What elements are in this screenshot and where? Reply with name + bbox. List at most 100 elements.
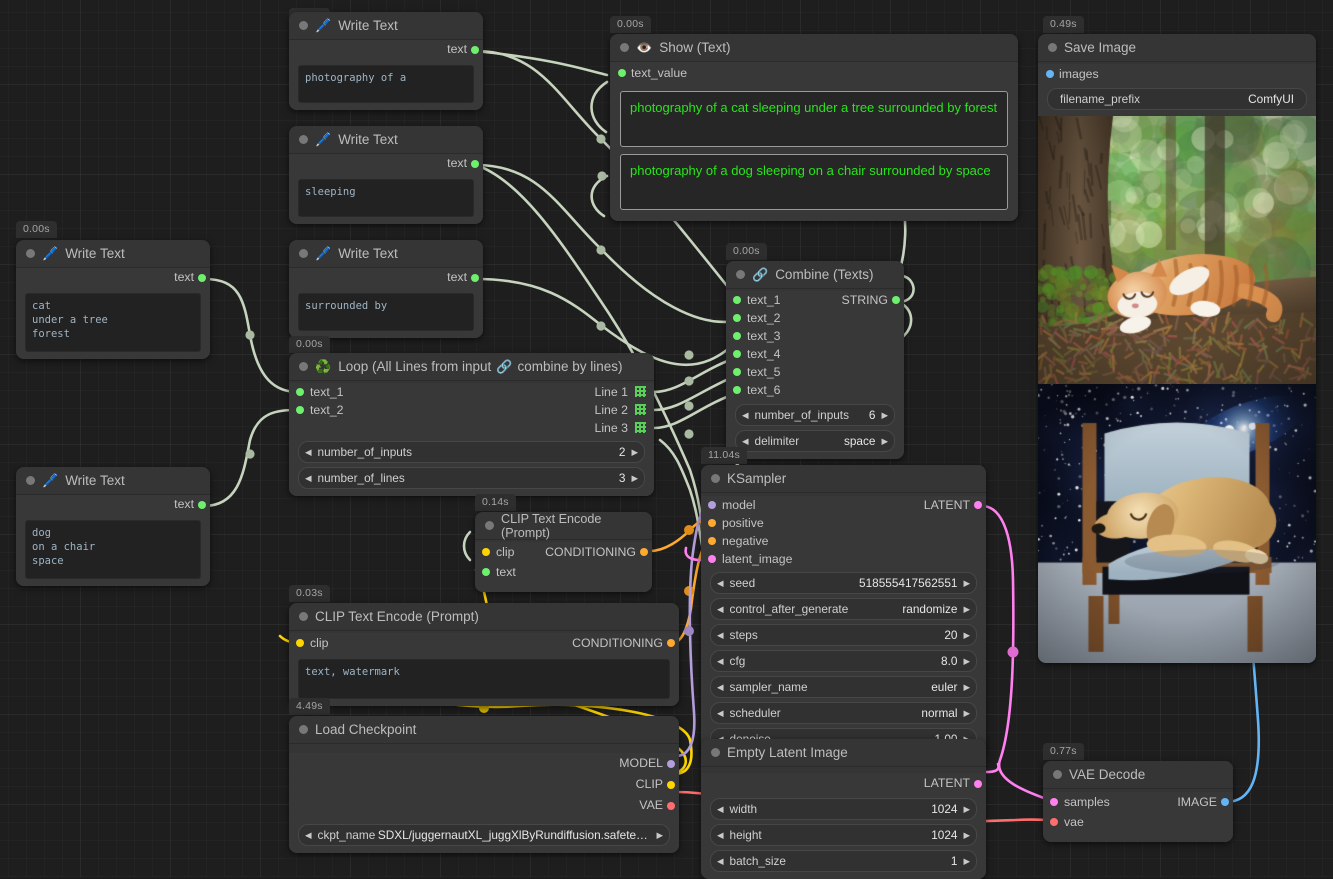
collapse-dot-icon[interactable]	[299, 362, 308, 371]
input-dot-text-2[interactable]	[296, 406, 304, 414]
input-dot-model[interactable]	[708, 501, 716, 509]
widget-seed[interactable]: ◀ seed 518555417562551 ▶	[710, 572, 977, 594]
collapse-dot-icon[interactable]	[299, 135, 308, 144]
node-title-bar[interactable]: ♻️ Loop (All Lines from input 🔗 combine …	[289, 353, 654, 381]
prompt-text-input[interactable]: text, watermark	[298, 659, 670, 699]
input-dot-vae[interactable]	[1050, 818, 1058, 826]
input-dot-samples[interactable]	[1050, 798, 1058, 806]
widget-sampler-name[interactable]: ◀ sampler_name euler ▶	[710, 676, 977, 698]
collapse-dot-icon[interactable]	[711, 474, 720, 483]
node-vae-decode[interactable]: VAE Decode samples IMAGE vae	[1043, 761, 1233, 842]
node-show-text[interactable]: 👁️ Show (Text) text_value photography of…	[610, 34, 1018, 221]
widget-value[interactable]: 1	[950, 854, 958, 868]
input-dot-clip[interactable]	[296, 639, 304, 647]
increment-arrow-icon[interactable]: ▶	[963, 829, 970, 840]
text-value-input[interactable]: cat under a tree forest	[25, 293, 201, 352]
input-dot-text-3[interactable]	[733, 332, 741, 340]
grid-icon[interactable]	[635, 404, 646, 415]
decrement-arrow-icon[interactable]: ◀	[717, 577, 724, 588]
widget-value[interactable]: 6	[868, 408, 876, 422]
output-dot-text[interactable]	[471, 274, 479, 282]
previous-arrow-icon[interactable]: ◀	[717, 681, 724, 692]
decrement-arrow-icon[interactable]: ◀	[717, 735, 724, 744]
node-write-text-2[interactable]: 🖊️ Write Text text sleeping	[289, 126, 483, 224]
input-dot-text-1[interactable]	[296, 388, 304, 396]
node-write-text-3[interactable]: 🖊️ Write Text text surrounded by	[289, 240, 483, 338]
input-dot-images[interactable]	[1046, 70, 1054, 78]
output-dot-conditioning[interactable]	[667, 639, 675, 647]
widget-value[interactable]: 1024	[931, 828, 958, 842]
node-title-bar[interactable]: 🖊️ Write Text	[289, 12, 483, 40]
collapse-dot-icon[interactable]	[299, 21, 308, 30]
increment-arrow-icon[interactable]: ▶	[631, 446, 638, 457]
widget-filename-prefix[interactable]: filename_prefix ComfyUI	[1047, 88, 1307, 110]
node-title-bar[interactable]: 🔗 Combine (Texts)	[726, 261, 904, 289]
node-empty-latent-image[interactable]: Empty Latent Image LATENT ◀ width 1024 ▶…	[701, 739, 986, 879]
decrement-arrow-icon[interactable]: ◀	[717, 855, 724, 866]
node-save-image[interactable]: Save Image images filename_prefix ComfyU…	[1038, 34, 1316, 663]
decrement-arrow-icon[interactable]: ◀	[742, 409, 749, 420]
widget-value[interactable]: 8.0	[941, 654, 958, 668]
input-dot-text-2[interactable]	[733, 314, 741, 322]
node-title-bar[interactable]: VAE Decode	[1043, 761, 1233, 789]
input-dot-clip[interactable]	[482, 548, 490, 556]
image-preview-2[interactable]	[1038, 384, 1316, 663]
text-value-input[interactable]: sleeping	[298, 179, 474, 217]
widget-number-of-inputs[interactable]: ◀ number_of_inputs 6 ▶	[735, 404, 895, 426]
input-dot-text-value[interactable]	[618, 69, 626, 77]
collapse-dot-icon[interactable]	[299, 612, 308, 621]
collapse-dot-icon[interactable]	[485, 521, 494, 530]
grid-icon[interactable]	[635, 422, 646, 433]
widget-value[interactable]: SDXL/juggernautXL_juggXlByRundiffusion.s…	[377, 828, 648, 842]
node-title-bar[interactable]: 🖊️ Write Text	[289, 126, 483, 154]
increment-arrow-icon[interactable]: ▶	[963, 803, 970, 814]
previous-arrow-icon[interactable]: ◀	[305, 829, 312, 840]
node-title-bar[interactable]: KSampler	[701, 465, 986, 493]
node-title-bar[interactable]: CLIP Text Encode (Prompt)	[289, 603, 679, 631]
text-value-input[interactable]: dog on a chair space	[25, 520, 201, 579]
text-value-input[interactable]: surrounded by	[298, 293, 474, 331]
increment-arrow-icon[interactable]: ▶	[963, 735, 970, 744]
input-dot-text-4[interactable]	[733, 350, 741, 358]
decrement-arrow-icon[interactable]: ◀	[717, 829, 724, 840]
collapse-dot-icon[interactable]	[299, 249, 308, 258]
widget-control-after-generate[interactable]: ◀ control_after_generate randomize ▶	[710, 598, 977, 620]
decrement-arrow-icon[interactable]: ◀	[742, 435, 749, 446]
decrement-arrow-icon[interactable]: ◀	[305, 472, 312, 483]
widget-value[interactable]: 518555417562551	[859, 576, 958, 590]
widget-value[interactable]: randomize	[902, 602, 958, 616]
node-title-bar[interactable]: Empty Latent Image	[701, 739, 986, 767]
node-combine-texts[interactable]: 🔗 Combine (Texts) text_1 STRING text_2 t…	[726, 261, 904, 459]
node-title-bar[interactable]: Save Image	[1038, 34, 1316, 62]
input-dot-latent-image[interactable]	[708, 555, 716, 563]
node-write-text-4[interactable]: 🖊️ Write Text text cat under a tree fore…	[16, 240, 210, 359]
next-arrow-icon[interactable]: ▶	[963, 707, 970, 718]
widget-value[interactable]: 2	[618, 445, 626, 459]
collapse-dot-icon[interactable]	[26, 249, 35, 258]
collapse-dot-icon[interactable]	[1053, 770, 1062, 779]
next-arrow-icon[interactable]: ▶	[656, 829, 663, 840]
collapse-dot-icon[interactable]	[1048, 43, 1057, 52]
input-dot-positive[interactable]	[708, 519, 716, 527]
output-dot-conditioning[interactable]	[640, 548, 648, 556]
widget-value[interactable]: 20	[944, 628, 958, 642]
widget-steps[interactable]: ◀ steps 20 ▶	[710, 624, 977, 646]
decrement-arrow-icon[interactable]: ◀	[717, 655, 724, 666]
widget-ckpt-name[interactable]: ◀ ckpt_name SDXL/juggernautXL_juggXlByRu…	[298, 824, 670, 846]
node-write-text-1[interactable]: 🖊️ Write Text text photography of a	[289, 12, 483, 110]
increment-arrow-icon[interactable]: ▶	[963, 629, 970, 640]
input-dot-text-1[interactable]	[733, 296, 741, 304]
collapse-dot-icon[interactable]	[620, 43, 629, 52]
widget-number-of-inputs[interactable]: ◀ number_of_inputs 2 ▶	[298, 441, 645, 463]
output-dot-text[interactable]	[471, 46, 479, 54]
node-ksampler[interactable]: KSampler model LATENT positive negative …	[701, 465, 986, 757]
widget-value[interactable]: normal	[921, 706, 958, 720]
output-dot-model[interactable]	[667, 760, 675, 768]
show-text-value-2[interactable]: photography of a dog sleeping on a chair…	[620, 154, 1008, 210]
output-dot-string[interactable]	[892, 296, 900, 304]
image-preview-1[interactable]	[1038, 116, 1316, 384]
next-arrow-icon[interactable]: ▶	[963, 603, 970, 614]
node-title-bar[interactable]: CLIP Text Encode (Prompt)	[475, 512, 652, 540]
decrement-arrow-icon[interactable]: ◀	[717, 803, 724, 814]
node-title-bar[interactable]: 🖊️ Write Text	[16, 240, 210, 268]
